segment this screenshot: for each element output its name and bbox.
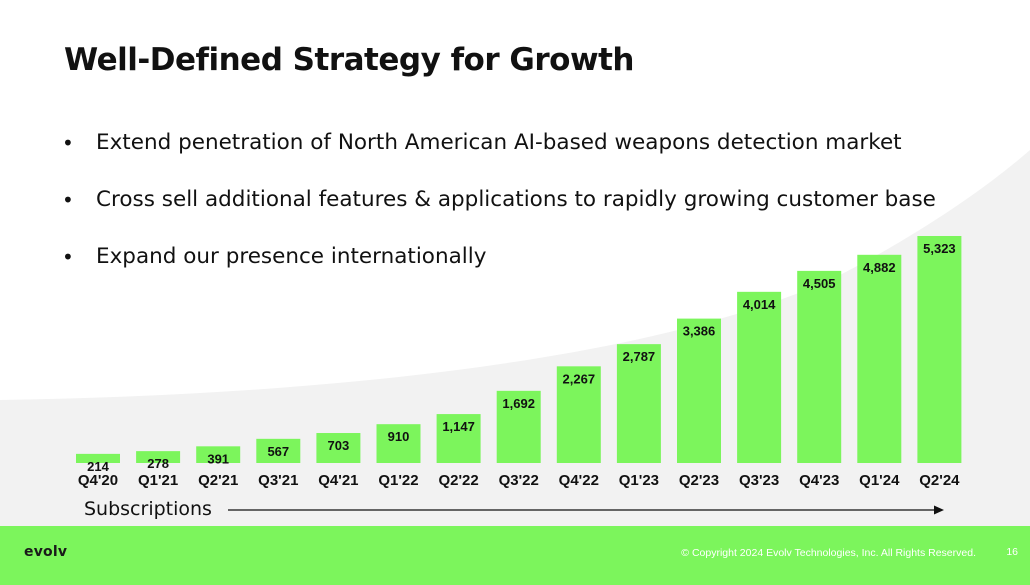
x-tick-label: Q3'21: [258, 472, 298, 489]
bar-value-label: 567: [267, 444, 289, 459]
bar: [436, 414, 481, 463]
bullet-text: Expand our presence internationally: [96, 244, 487, 269]
x-tick-label: Q1'21: [138, 472, 178, 489]
x-tick-label: Q3'22: [499, 472, 539, 489]
slide-title: Well-Defined Strategy for Growth: [64, 42, 635, 78]
page-number: 16: [1006, 546, 1018, 558]
bar: [136, 451, 181, 463]
bar-value-label: 214: [87, 459, 109, 474]
bar-value-label: 910: [388, 429, 410, 444]
bar: [917, 236, 962, 463]
bar: [616, 344, 661, 463]
bullet-item: • Expand our presence internationally: [62, 242, 936, 299]
bar: [256, 438, 301, 463]
x-tick-label: Q2'22: [438, 472, 478, 489]
bullet-dot: •: [62, 131, 74, 155]
bar-value-label: 1,147: [442, 419, 475, 434]
axis-arrow-head: [934, 505, 944, 515]
bar: [857, 254, 902, 463]
x-tick-label: Q3'23: [739, 472, 779, 489]
x-tick-label: Q1'22: [378, 472, 418, 489]
bar-value-label: 2,787: [623, 349, 656, 364]
bar-value-label: 391: [207, 451, 229, 466]
bar: [556, 366, 601, 463]
x-tick-label: Q1'23: [619, 472, 659, 489]
bar-value-label: 3,386: [683, 324, 716, 339]
bar-value-label: 278: [147, 456, 169, 471]
bar: [677, 318, 721, 463]
x-tick-label: Q1'24: [859, 472, 900, 489]
bar: [737, 291, 782, 463]
bullet-dot: •: [62, 188, 74, 212]
x-tick-label: Q2'23: [679, 472, 719, 489]
x-tick-label: Q2'24: [919, 472, 960, 489]
bar-value-label: 4,014: [743, 297, 776, 312]
x-axis-title: Subscriptions: [84, 498, 212, 520]
x-tick-label: Q4'22: [559, 472, 599, 489]
bar: [76, 453, 120, 463]
x-tick-label: Q4'23: [799, 472, 839, 489]
bullet-text: Extend penetration of North American AI-…: [96, 130, 902, 155]
bar-value-label: 4,882: [863, 260, 896, 275]
bar-value-label: 2,267: [563, 371, 596, 386]
x-tick-label: Q4'20: [78, 472, 118, 489]
bar: [496, 390, 541, 463]
bar: [797, 270, 842, 463]
bar: [196, 446, 241, 463]
bar-value-label: 1,692: [502, 396, 535, 411]
bar: [316, 433, 361, 463]
footer-bar: evolv © Copyright 2024 Evolv Technologie…: [0, 526, 1030, 585]
bar-value-label: 4,505: [803, 276, 836, 291]
evolv-logo: evolv: [24, 544, 68, 560]
bar-value-label: 703: [328, 438, 350, 453]
x-tick-label: Q2'21: [198, 472, 238, 489]
x-tick-label: Q4'21: [318, 472, 358, 489]
bullet-item: • Extend penetration of North American A…: [62, 128, 936, 185]
bar: [376, 424, 421, 463]
bullet-dot: •: [62, 245, 74, 269]
bar-value-label: 5,323: [923, 241, 956, 256]
bullet-text: Cross sell additional features & applica…: [96, 187, 936, 212]
copyright-text: © Copyright 2024 Evolv Technologies, Inc…: [681, 547, 976, 559]
bullet-list: • Extend penetration of North American A…: [62, 128, 936, 299]
bullet-item: • Cross sell additional features & appli…: [62, 185, 936, 242]
